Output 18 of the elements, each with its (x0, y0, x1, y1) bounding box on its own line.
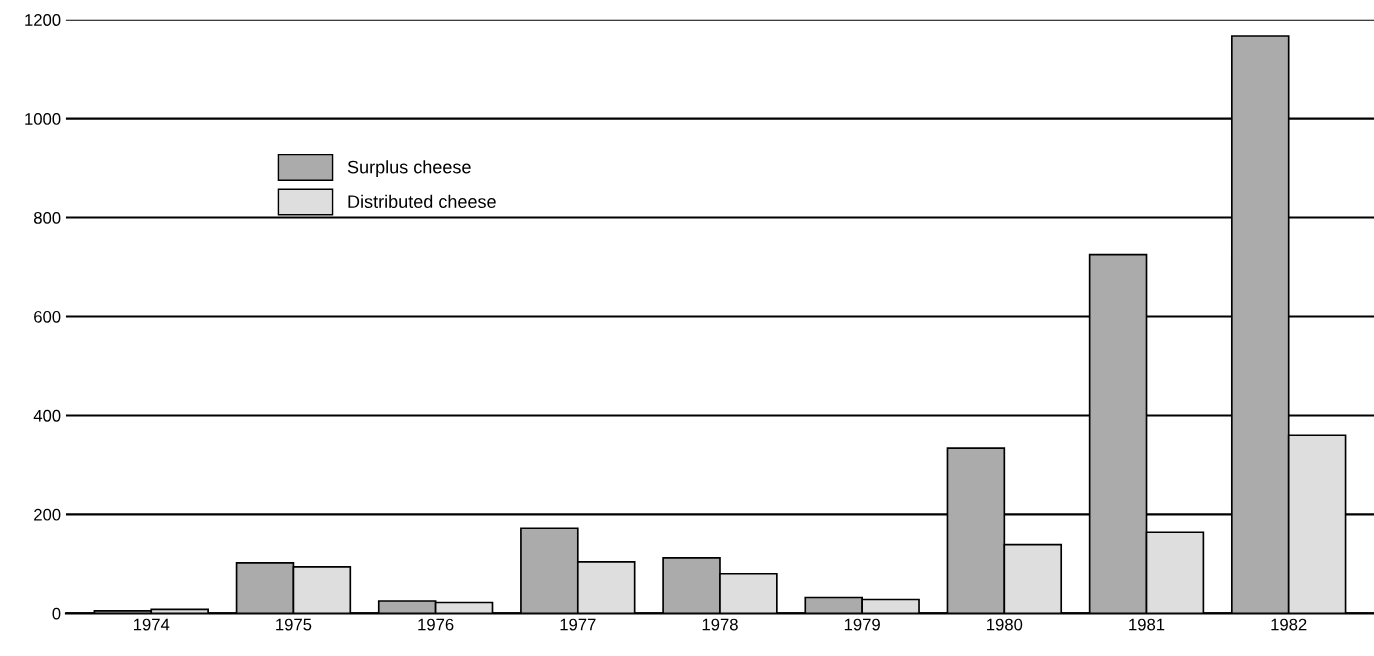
y-tick-label: 1000 (25, 113, 61, 125)
x-tick-label: 1982 (1271, 618, 1307, 631)
x-tick-label: 1977 (560, 618, 596, 631)
x-tick-label: 1976 (418, 618, 454, 631)
legend-label: Surplus cheese (347, 160, 471, 178)
y-tick-label: 0 (52, 607, 61, 620)
x-tick-label: 1975 (276, 618, 312, 631)
y-tick-label: 800 (34, 211, 61, 224)
x-tick-label: 1981 (1129, 618, 1165, 631)
y-tick-label: 400 (33, 409, 61, 422)
x-tick-label: 1974 (133, 618, 170, 631)
x-tick-label: 1979 (844, 618, 880, 631)
legend-label: Distributed cheese (348, 194, 496, 209)
y-tick-label: 200 (34, 508, 61, 521)
x-tick-label: 1980 (987, 618, 1023, 631)
x-tick-label: 1978 (702, 618, 738, 631)
y-tick-label: 1200 (25, 14, 61, 26)
y-tick-label: 600 (34, 310, 61, 323)
